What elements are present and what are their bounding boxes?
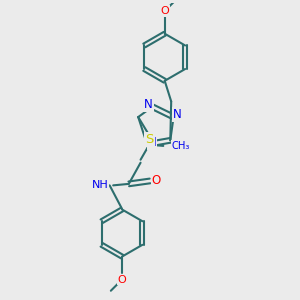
Text: S: S bbox=[145, 133, 154, 146]
Text: N: N bbox=[144, 98, 153, 111]
Text: N: N bbox=[173, 108, 182, 121]
Text: O: O bbox=[152, 174, 161, 188]
Text: CH₃: CH₃ bbox=[172, 141, 190, 151]
Text: NH: NH bbox=[92, 180, 108, 190]
Text: N: N bbox=[147, 136, 156, 149]
Text: O: O bbox=[118, 274, 126, 285]
Text: O: O bbox=[160, 6, 169, 16]
